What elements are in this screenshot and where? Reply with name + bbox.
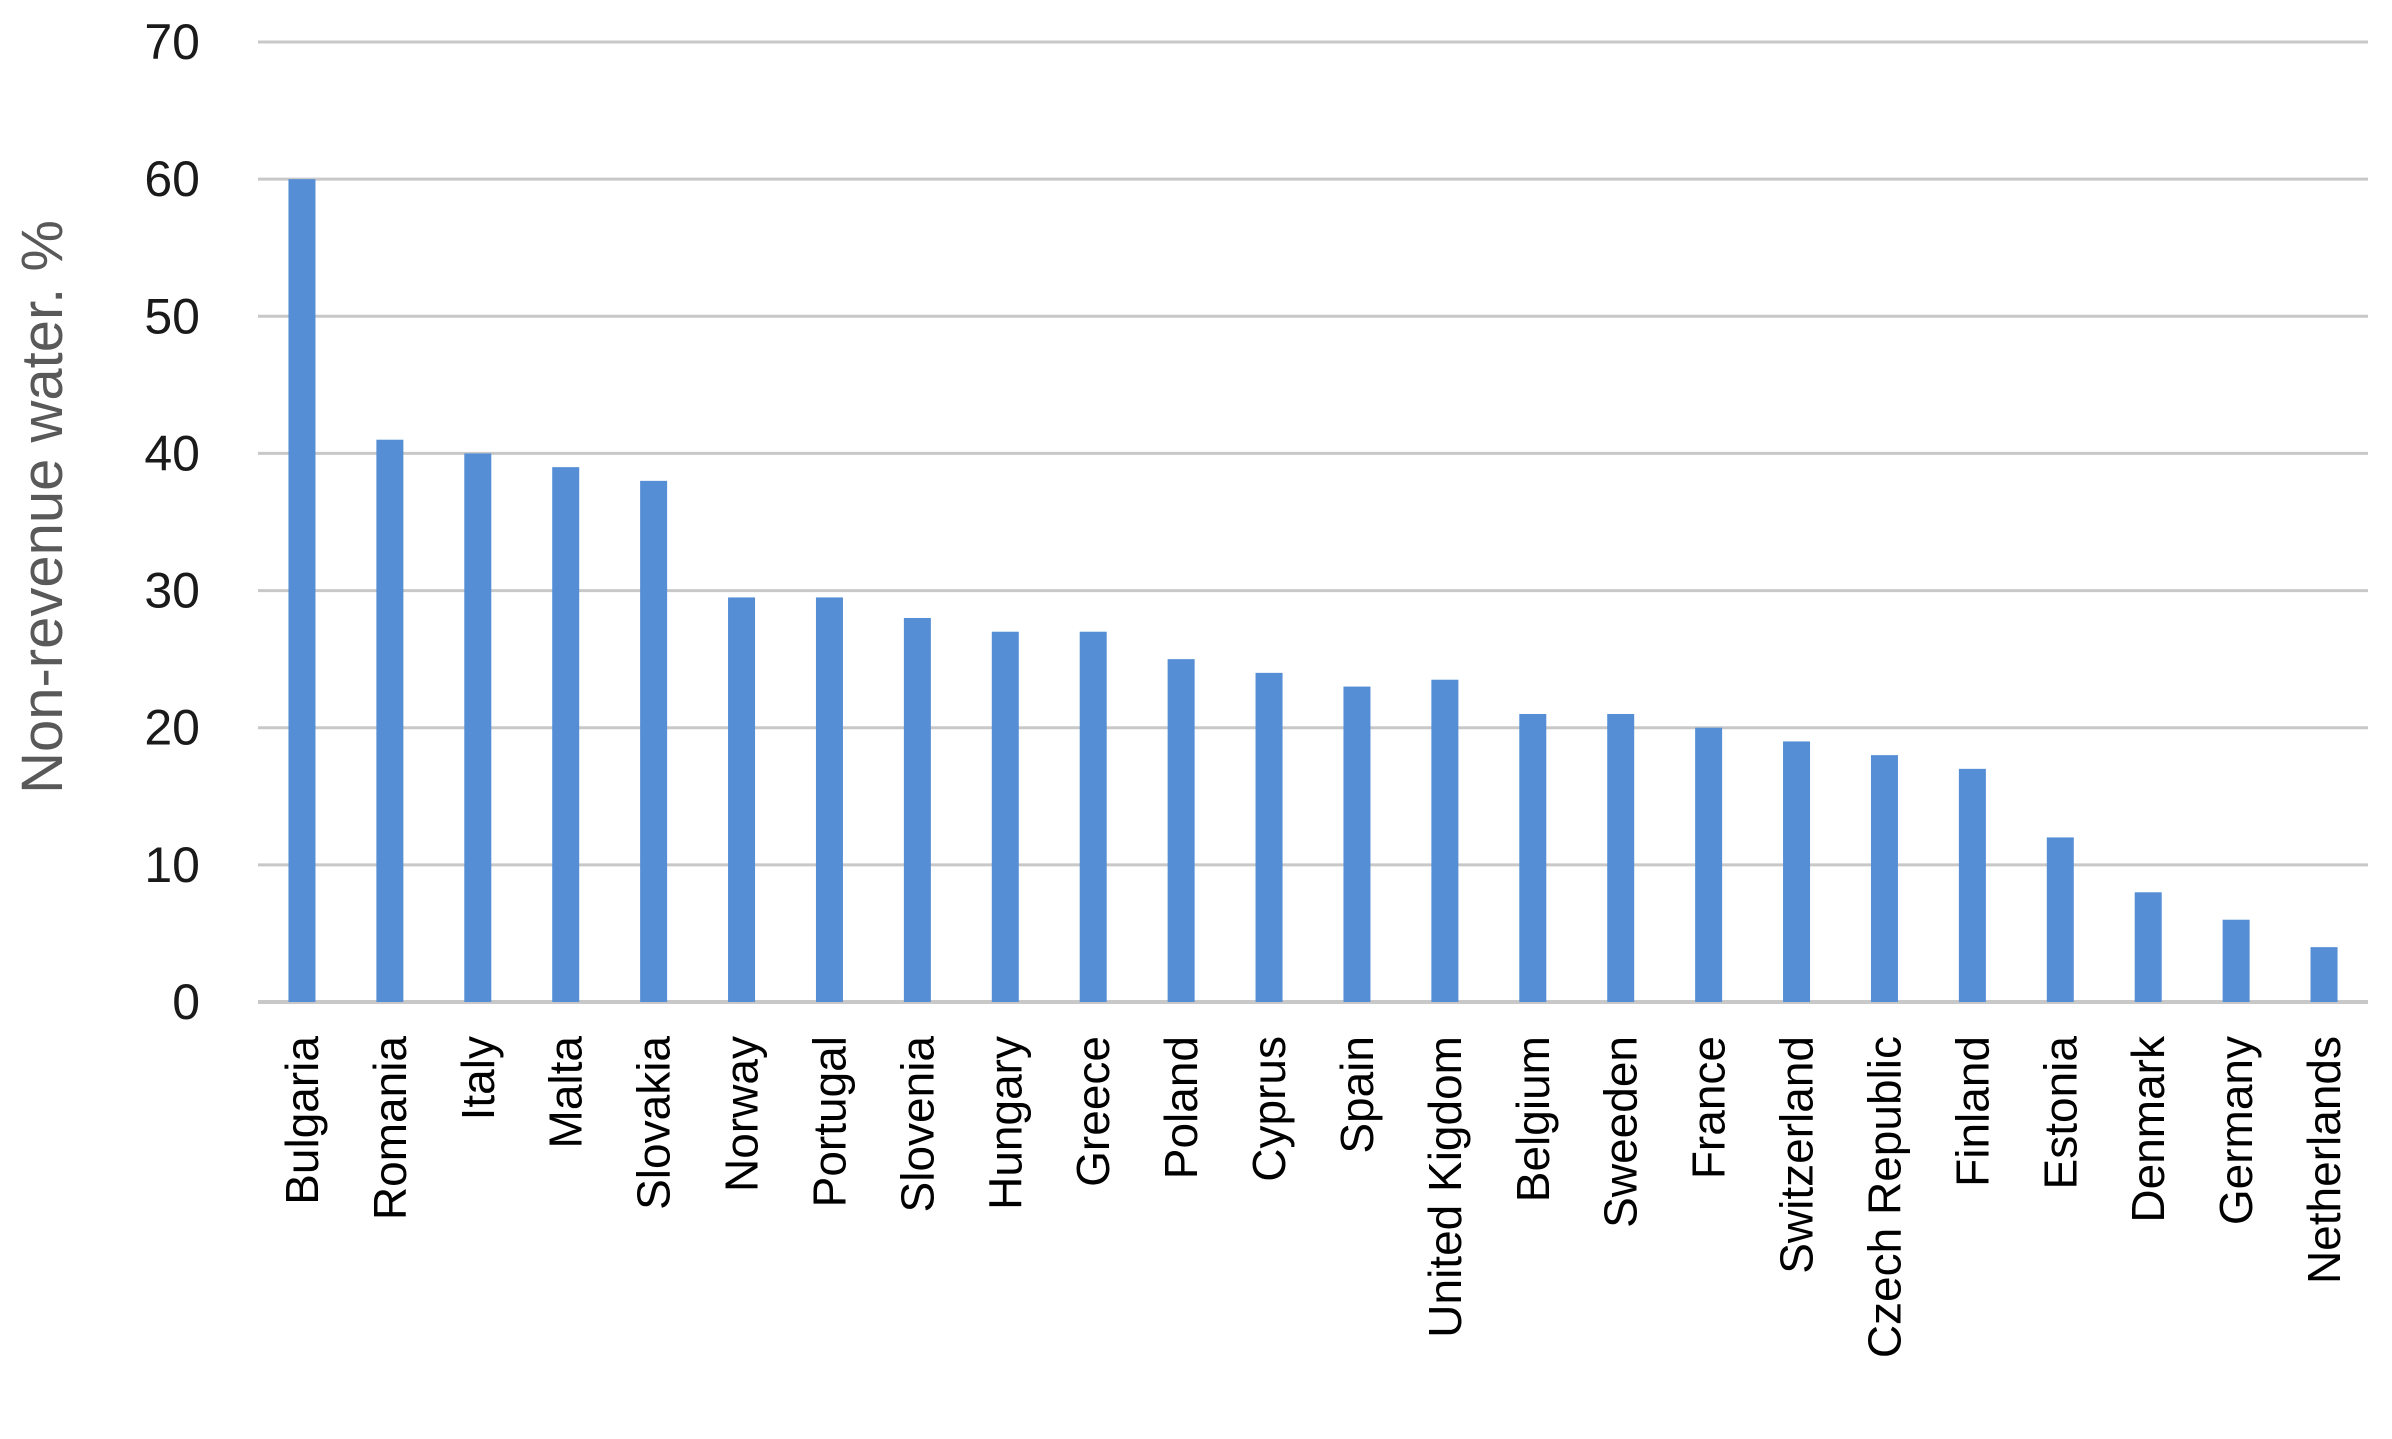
bar-finland <box>1958 768 1986 1002</box>
x-category-label: Greece <box>1067 1036 1119 1187</box>
y-tick-label: 10 <box>144 837 200 893</box>
x-category-label: Finland <box>1946 1036 1998 1187</box>
bar-poland <box>1167 659 1195 1002</box>
y-tick-label: 70 <box>144 14 200 70</box>
y-tick-label: 60 <box>144 151 200 207</box>
x-category-label: Denmark <box>2122 1035 2174 1223</box>
bar-denmark <box>2134 892 2162 1002</box>
x-category-label: United Kigdom <box>1419 1036 1471 1338</box>
x-category-label: Germany <box>2210 1036 2262 1225</box>
bar-germany <box>2222 919 2250 1002</box>
y-tick-label: 40 <box>144 425 200 481</box>
bar-hungary <box>991 631 1019 1002</box>
x-category-label: Norway <box>716 1036 768 1192</box>
y-tick-labels: 0 10 20 30 40 50 60 70 <box>144 14 200 1030</box>
bar-netherlands <box>2310 947 2338 1002</box>
y-tick-label: 20 <box>144 700 200 756</box>
x-category-labels: Bulgaria Romania Italy Malta Slovakia Norway P… <box>276 1035 2350 1358</box>
bar-france <box>1695 727 1723 1002</box>
bar-spain <box>1343 686 1371 1002</box>
x-category-label: Belgium <box>1507 1036 1559 1202</box>
y-axis-title: Non-revenue water. % <box>10 220 75 794</box>
bar-norway <box>728 597 756 1002</box>
x-category-label: Cyprus <box>1243 1036 1295 1182</box>
bar-portugal <box>815 597 843 1002</box>
x-category-label: Bulgaria <box>276 1036 328 1205</box>
bar-slovakia <box>640 480 668 1002</box>
gridlines <box>258 40 2368 1004</box>
bars <box>288 179 2338 1003</box>
x-category-label: Romania <box>364 1036 416 1221</box>
x-category-label: Czech Republic <box>1858 1036 1910 1358</box>
bar-greece <box>1079 631 1107 1002</box>
x-category-label: Slovenia <box>891 1036 943 1213</box>
x-category-label: Estonia <box>2034 1036 2086 1190</box>
bar-czech-republic <box>1870 755 1898 1002</box>
x-category-label: Netherlands <box>2298 1036 2350 1284</box>
y-tick-label: 0 <box>172 974 200 1030</box>
bar-switzerland <box>1783 741 1811 1002</box>
x-category-label: Malta <box>540 1036 592 1149</box>
bar-sweeden <box>1607 714 1635 1002</box>
x-category-label: Hungary <box>979 1036 1031 1210</box>
x-category-label: Portugal <box>803 1036 855 1207</box>
bar-cyprus <box>1255 672 1283 1002</box>
bar-united-kigdom <box>1431 679 1459 1002</box>
bar-estonia <box>2046 837 2074 1002</box>
x-category-label: France <box>1683 1036 1735 1179</box>
x-category-label: Italy <box>452 1036 504 1120</box>
x-category-label: Switzerland <box>1771 1036 1823 1274</box>
bar-malta <box>552 467 580 1003</box>
x-category-label: Spain <box>1331 1036 1383 1154</box>
x-category-label: Poland <box>1155 1036 1207 1179</box>
bar-romania <box>376 439 404 1002</box>
bar-belgium <box>1519 714 1547 1002</box>
x-category-label: Slovakia <box>628 1036 680 1210</box>
bar-italy <box>464 453 492 1002</box>
bar-bulgaria <box>288 179 316 1003</box>
y-tick-label: 50 <box>144 288 200 344</box>
bar-slovenia <box>903 618 931 1002</box>
x-category-label: Sweeden <box>1595 1036 1647 1228</box>
y-tick-label: 30 <box>144 563 200 619</box>
